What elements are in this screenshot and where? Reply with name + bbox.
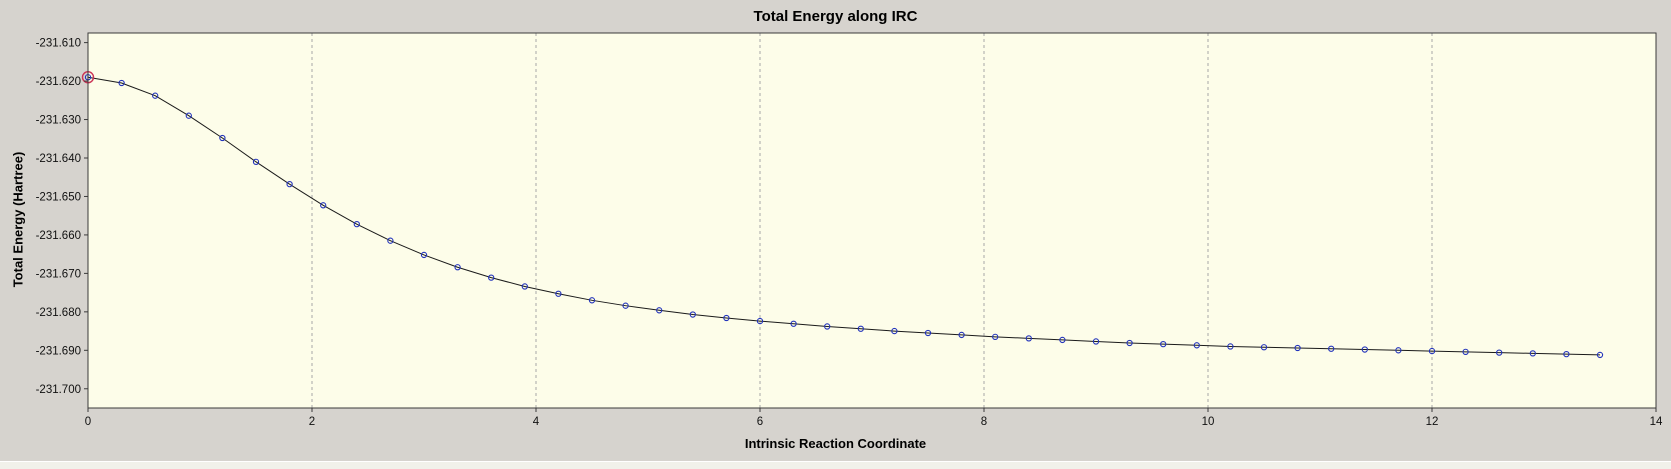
data-point-marker[interactable] — [353, 221, 360, 228]
data-point-marker[interactable] — [1395, 347, 1402, 354]
data-point-marker[interactable] — [1126, 339, 1133, 347]
energy-curve — [87, 76, 1601, 356]
data-point-marker[interactable] — [521, 283, 528, 290]
data-point-marker[interactable] — [118, 79, 125, 87]
y-tick-label: -231.620 — [36, 76, 81, 88]
x-tick-label: 0 — [85, 416, 91, 428]
x-tick-label: 2 — [309, 416, 315, 428]
chart-title: Total Energy along IRC — [753, 8, 918, 25]
plot-area — [88, 33, 1656, 408]
data-point-marker[interactable] — [1294, 344, 1301, 352]
data-point-marker[interactable] — [1462, 348, 1469, 355]
data-point-marker[interactable] — [387, 237, 394, 244]
data-point-marker[interactable] — [857, 325, 864, 332]
data-point-marker[interactable] — [219, 134, 226, 142]
data-point-marker[interactable] — [790, 320, 797, 327]
data-point-marker[interactable] — [656, 307, 663, 314]
y-tick-label: -231.680 — [36, 307, 81, 319]
y-tick-label: -231.650 — [36, 191, 81, 203]
data-point-marker[interactable] — [891, 327, 898, 335]
plot-border — [87, 32, 1657, 409]
data-point-marker[interactable] — [1596, 351, 1604, 359]
data-point-marker[interactable] — [824, 323, 831, 330]
data-point-marker[interactable] — [992, 333, 999, 340]
data-point-marker[interactable] — [488, 274, 495, 281]
data-point-marker[interactable] — [1328, 345, 1335, 352]
data-point-marker[interactable] — [1227, 343, 1234, 350]
x-tick-label: 10 — [1202, 416, 1215, 428]
data-point-marker[interactable] — [454, 264, 461, 271]
y-tick-label: -231.610 — [36, 38, 81, 50]
data-point-marker[interactable] — [1361, 346, 1368, 353]
data-point-marker[interactable] — [723, 314, 730, 322]
data-point-marker[interactable] — [958, 331, 965, 339]
x-tick-label: 4 — [533, 416, 540, 428]
data-point-marker[interactable] — [1025, 335, 1032, 342]
data-point-marker[interactable] — [1160, 341, 1167, 348]
x-tick-label: 8 — [981, 416, 987, 428]
x-axis-label: Intrinsic Reaction Coordinate — [744, 436, 927, 451]
data-point-marker[interactable] — [420, 251, 428, 259]
data-point-marker[interactable] — [320, 202, 327, 209]
y-tick-label: -231.640 — [36, 153, 81, 165]
data-point-marker[interactable] — [252, 158, 260, 165]
y-tick-label: -231.630 — [36, 115, 81, 127]
y-tick-label: -231.690 — [36, 345, 81, 357]
data-point-marker[interactable] — [1260, 344, 1268, 351]
data-point-marker[interactable] — [286, 181, 293, 188]
x-tick-label: 12 — [1426, 416, 1439, 428]
y-tick-label: -231.660 — [36, 230, 81, 242]
data-point-marker[interactable] — [1563, 351, 1570, 358]
data-point-marker[interactable] — [152, 92, 159, 99]
x-tick-label: 14 — [1650, 416, 1663, 428]
data-point-marker[interactable] — [555, 290, 562, 297]
data-point-marker[interactable] — [924, 329, 932, 337]
data-point-marker[interactable] — [588, 297, 596, 304]
data-point-marker[interactable] — [185, 112, 192, 119]
data-point-marker[interactable] — [1529, 350, 1536, 357]
data-point-marker[interactable] — [756, 317, 764, 325]
data-point-marker[interactable] — [689, 311, 696, 318]
data-point-marker[interactable] — [1428, 347, 1436, 355]
data-point-marker[interactable] — [1092, 338, 1100, 345]
data-point-marker[interactable] — [1496, 349, 1503, 356]
data-point-marker[interactable] — [1059, 336, 1066, 344]
data-point-marker[interactable] — [622, 302, 629, 309]
window-bottom-edge — [0, 461, 1671, 469]
y-tick-label: -231.700 — [36, 384, 81, 396]
y-tick-label: -231.670 — [36, 268, 81, 280]
data-point-marker[interactable] — [1193, 342, 1200, 349]
x-tick-label: 6 — [757, 416, 763, 428]
